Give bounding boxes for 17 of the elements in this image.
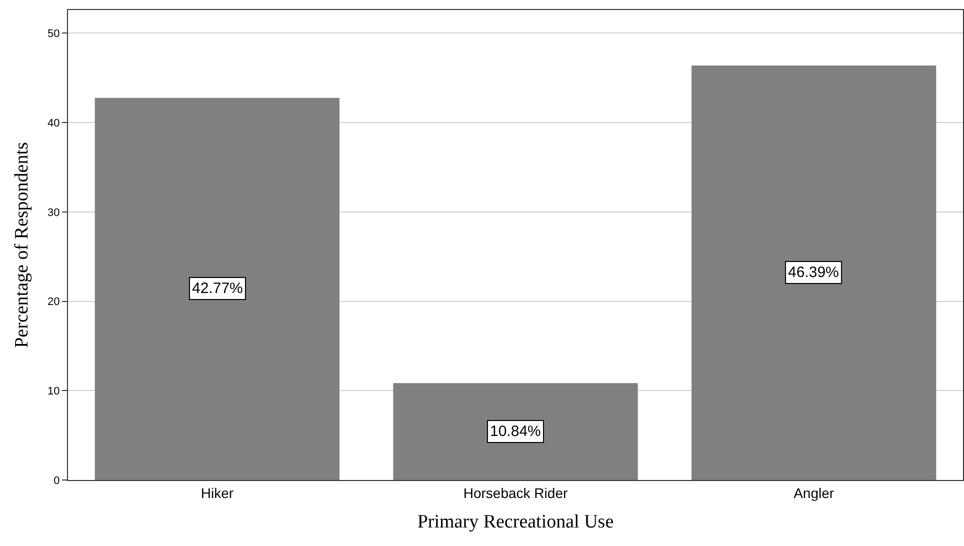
bar	[94, 98, 340, 480]
x-tick-label: Hiker	[200, 484, 234, 501]
y-tick-label: 40	[48, 117, 60, 130]
y-tick-label: 50	[48, 28, 60, 40]
data-label: 10.84%	[490, 423, 541, 440]
data-label: 46.39%	[788, 264, 839, 281]
y-tick-label: 30	[48, 206, 60, 219]
y-tick-label: 10	[48, 386, 60, 398]
y-tick-label: 0	[54, 474, 60, 487]
data-label: 42.77%	[192, 280, 243, 297]
y-axis-title: Percentage of Respondents	[11, 142, 32, 348]
bar	[692, 65, 936, 480]
x-axis-title: Primary Recreational Use	[417, 512, 614, 533]
bar	[393, 383, 638, 480]
x-tick-label: Angler	[794, 484, 834, 501]
x-tick-label: Horseback Rider	[463, 484, 568, 501]
y-tick-label: 20	[48, 296, 60, 308]
